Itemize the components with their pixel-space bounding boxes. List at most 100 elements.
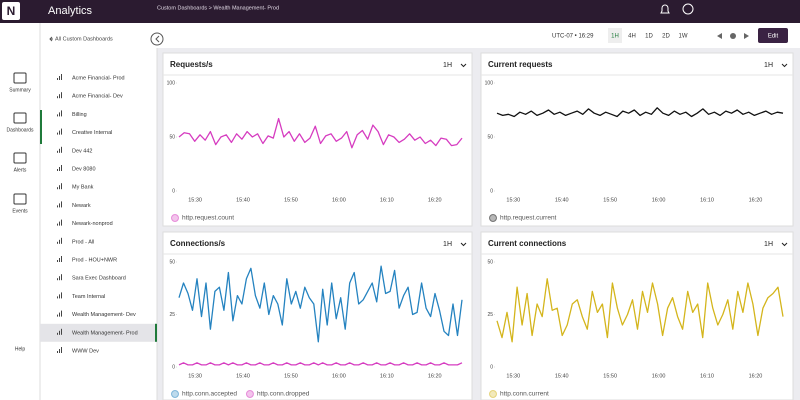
nav-label[interactable]: Dashboards bbox=[7, 127, 34, 133]
legend-label[interactable]: http.request.current bbox=[500, 215, 557, 222]
nav-icon[interactable] bbox=[13, 152, 27, 164]
legend-label[interactable]: http.conn.dropped bbox=[257, 391, 310, 398]
legend-label[interactable]: http.conn.current bbox=[500, 391, 549, 398]
range-option[interactable]: 2D bbox=[662, 34, 670, 40]
x-tick-label: 15:40 bbox=[555, 373, 569, 379]
sidebar-item[interactable]: Prod - HOU+NWR bbox=[72, 257, 117, 263]
edit-label: Edit bbox=[768, 34, 779, 40]
range-option[interactable]: 1D bbox=[645, 34, 653, 40]
panel-range[interactable]: 1H bbox=[443, 62, 452, 69]
nav-icon[interactable] bbox=[13, 193, 27, 205]
series-line bbox=[178, 265, 463, 343]
range-option[interactable]: 1W bbox=[679, 34, 688, 40]
panel-range[interactable]: 1H bbox=[443, 241, 452, 248]
x-tick-label: 16:00 bbox=[332, 373, 346, 379]
sidebar-item[interactable]: Dev 8080 bbox=[72, 166, 96, 172]
sidebar-item[interactable]: Wealth Management- Prod bbox=[72, 330, 138, 336]
item-icon bbox=[59, 94, 60, 99]
panel-range[interactable]: 1H bbox=[764, 62, 773, 69]
item-icon bbox=[59, 312, 60, 317]
bell-icon[interactable] bbox=[660, 4, 670, 14]
x-tick-label: 16:20 bbox=[428, 197, 442, 203]
x-tick-label: 15:30 bbox=[188, 373, 202, 379]
legend-swatch[interactable] bbox=[489, 214, 497, 222]
sidebar-item[interactable]: Dev 442 bbox=[72, 148, 93, 154]
item-icon bbox=[57, 150, 58, 153]
x-tick-label: 15:50 bbox=[603, 373, 617, 379]
item-icon bbox=[57, 78, 58, 80]
timezone[interactable]: UTC-07 • 16:29 bbox=[552, 34, 594, 40]
sidebar-item[interactable]: Acme Financial- Dev bbox=[72, 94, 123, 100]
item-icon bbox=[57, 205, 58, 208]
sidebar-item[interactable]: My Bank bbox=[72, 185, 94, 191]
y-tick-label: 0 bbox=[172, 188, 175, 194]
nav-label[interactable]: Summary bbox=[9, 87, 31, 93]
panel-title: Requests/s bbox=[170, 60, 213, 69]
x-tick-label: 16:00 bbox=[652, 197, 666, 203]
x-tick-label: 15:40 bbox=[236, 373, 250, 379]
panel-chevron[interactable] bbox=[460, 63, 467, 68]
item-icon bbox=[59, 276, 60, 281]
edit-button[interactable] bbox=[758, 28, 788, 43]
item-icon bbox=[57, 132, 58, 135]
legend-label[interactable]: http.request.count bbox=[182, 215, 234, 222]
back-link[interactable]: All Custom Dashboards bbox=[55, 36, 113, 42]
legend-swatch[interactable] bbox=[171, 390, 179, 398]
sidebar-item[interactable]: Prod - All bbox=[72, 239, 94, 245]
panel-chevron[interactable] bbox=[460, 242, 467, 247]
sidebar-item[interactable]: Sara Exec Dashboard bbox=[72, 276, 126, 282]
panel-chevron[interactable] bbox=[781, 242, 788, 247]
nav-label[interactable]: Alerts bbox=[14, 167, 27, 173]
sidebar-item[interactable]: Creative Internal bbox=[72, 130, 112, 136]
nav-label[interactable]: Events bbox=[12, 208, 28, 214]
y-tick-label: 25 bbox=[487, 312, 493, 318]
y-tick-label: 50 bbox=[169, 134, 175, 140]
sidebar-item[interactable]: Acme Financial- Prod bbox=[72, 75, 125, 81]
legend-swatch[interactable] bbox=[171, 214, 179, 222]
item-icon bbox=[61, 201, 62, 208]
nav-icon[interactable] bbox=[13, 112, 27, 124]
x-tick-label: 16:10 bbox=[380, 373, 394, 379]
x-tick-label: 16:20 bbox=[749, 197, 763, 203]
collapse-btn[interactable] bbox=[150, 32, 164, 46]
series-line bbox=[178, 362, 463, 366]
x-tick-label: 15:50 bbox=[284, 197, 298, 203]
sidebar-item[interactable]: WWW Dev bbox=[72, 348, 99, 354]
panel-range[interactable]: 1H bbox=[764, 241, 773, 248]
sidebar-item[interactable]: Newark bbox=[72, 203, 91, 209]
help-icon[interactable] bbox=[682, 3, 694, 15]
x-tick-label: 16:10 bbox=[700, 197, 714, 203]
live-btn[interactable] bbox=[730, 33, 736, 39]
legend-label[interactable]: http.conn.accepted bbox=[182, 391, 237, 398]
selected-item-bar bbox=[155, 323, 157, 342]
item-icon bbox=[57, 296, 58, 299]
x-tick-label: 16:00 bbox=[652, 373, 666, 379]
sidebar-item[interactable]: Team Internal bbox=[72, 294, 105, 300]
item-icon bbox=[57, 351, 58, 353]
legend-swatch[interactable] bbox=[489, 390, 497, 398]
x-tick-label: 15:30 bbox=[506, 197, 520, 203]
series-line bbox=[496, 278, 784, 343]
item-icon bbox=[59, 167, 60, 171]
item-icon bbox=[61, 347, 62, 353]
item-icon bbox=[57, 241, 58, 244]
nav-icon[interactable] bbox=[13, 72, 27, 84]
sidebar-item[interactable]: Wealth Management- Dev bbox=[72, 312, 136, 318]
legend-swatch[interactable] bbox=[245, 390, 254, 398]
y-tick-label: 50 bbox=[487, 259, 493, 265]
nav-label[interactable]: Help bbox=[15, 346, 26, 352]
sidebar-item[interactable]: Billing bbox=[72, 112, 87, 118]
prev-btn[interactable] bbox=[717, 33, 722, 39]
item-icon bbox=[61, 110, 62, 117]
logo bbox=[2, 2, 20, 20]
next-btn[interactable] bbox=[744, 33, 749, 39]
item-icon bbox=[61, 256, 62, 262]
panel-chevron[interactable] bbox=[781, 63, 788, 68]
range-option[interactable]: 4H bbox=[628, 34, 636, 40]
panel bbox=[162, 52, 473, 227]
series-line bbox=[496, 107, 784, 118]
x-tick-label: 15:40 bbox=[236, 197, 250, 203]
range-option[interactable]: 1H bbox=[611, 34, 619, 40]
sidebar-item[interactable]: Newark-nonprod bbox=[72, 221, 113, 227]
item-icon bbox=[61, 310, 62, 317]
